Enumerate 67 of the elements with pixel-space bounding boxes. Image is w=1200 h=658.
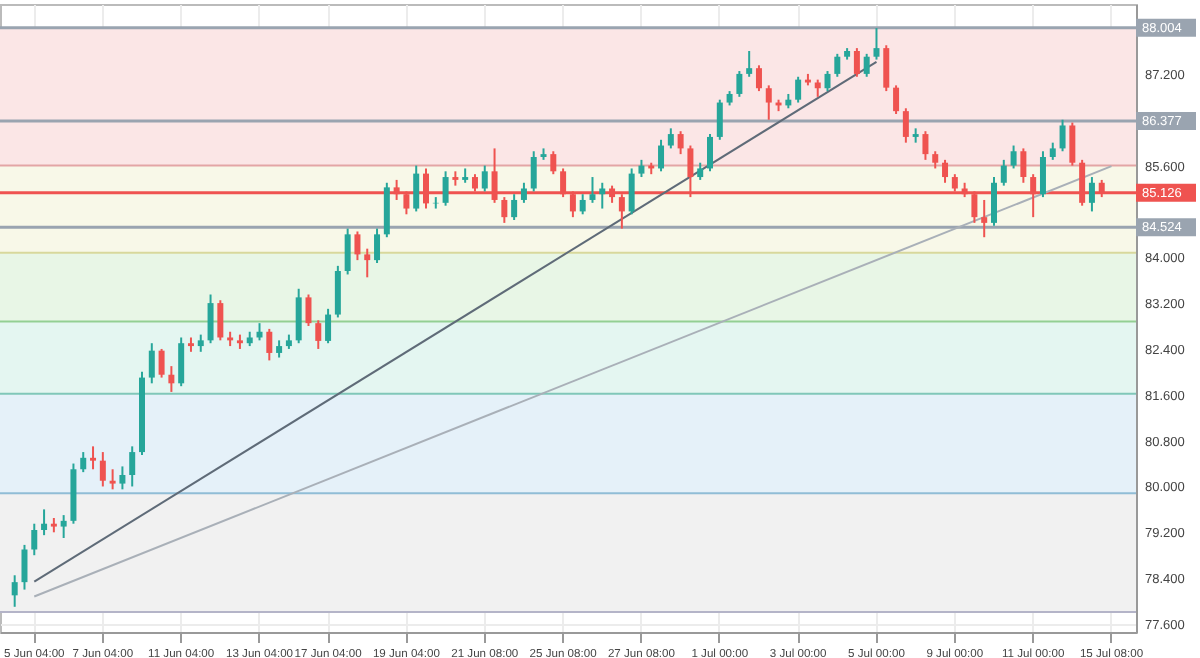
candlestick [853,47,860,78]
candlestick [1000,158,1007,187]
candlestick [148,342,155,385]
candlestick [1059,118,1066,153]
candlestick [374,227,381,264]
candlestick [325,307,332,345]
candlestick [922,130,929,161]
candlestick [99,451,106,488]
candlestick [755,64,762,93]
candlestick [295,287,302,345]
candlestick [981,198,988,239]
candlestick [178,336,185,388]
candlestick [550,150,557,176]
candlestick [716,98,723,141]
candlestick [863,52,870,78]
candlestick [991,176,997,227]
candlestick [834,52,841,78]
candlestick [589,176,596,204]
candlestick [520,181,527,204]
candlestick [334,264,341,319]
candlestick [315,319,322,350]
candlestick [11,574,18,608]
candlestick [667,127,674,150]
candlestick [119,465,126,491]
candlestick [1020,147,1027,184]
candlestick [795,75,802,104]
candlestick [1088,176,1095,213]
candlestick [217,299,224,342]
candlestick [658,138,665,173]
candlestick [383,181,390,239]
candlestick [80,451,87,474]
candlestick [60,514,67,540]
candlestick [168,365,175,393]
candlestick [893,84,900,116]
candlestick [305,293,312,328]
candlestick [207,293,214,345]
candlestick [1069,121,1076,167]
candlestick [90,445,97,471]
candlestick [824,70,831,93]
candlestick [511,193,518,222]
candlestick [21,543,28,591]
candlestick [765,84,772,121]
candlestick [707,133,713,173]
candlestick [883,44,890,93]
candlestick [1039,150,1046,199]
candlestick [41,508,48,537]
candlestick [1010,144,1017,170]
candlestick [873,27,880,61]
candlestick [442,170,449,207]
candlestick [942,158,949,184]
candlestick [677,130,684,156]
candlestick [736,70,743,98]
candlestick [530,150,537,193]
candlestick [129,445,136,488]
candlestick [266,327,273,362]
candlestick [109,468,116,491]
candlestick [628,167,635,216]
candlestick [746,49,753,78]
candlestick [364,247,371,279]
candlestick [354,230,361,262]
candlestick [344,227,351,276]
candlestick [158,347,165,379]
candlestick [413,164,420,213]
candlestick [31,522,38,557]
candlestick [902,107,909,144]
candlestick [481,164,488,193]
candlestick [579,193,586,216]
